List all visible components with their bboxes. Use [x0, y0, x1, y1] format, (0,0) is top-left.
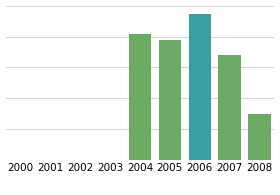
Bar [159, 40, 181, 160]
Bar [188, 13, 211, 160]
Bar [218, 55, 241, 160]
Bar [248, 114, 271, 160]
Bar [129, 34, 151, 160]
